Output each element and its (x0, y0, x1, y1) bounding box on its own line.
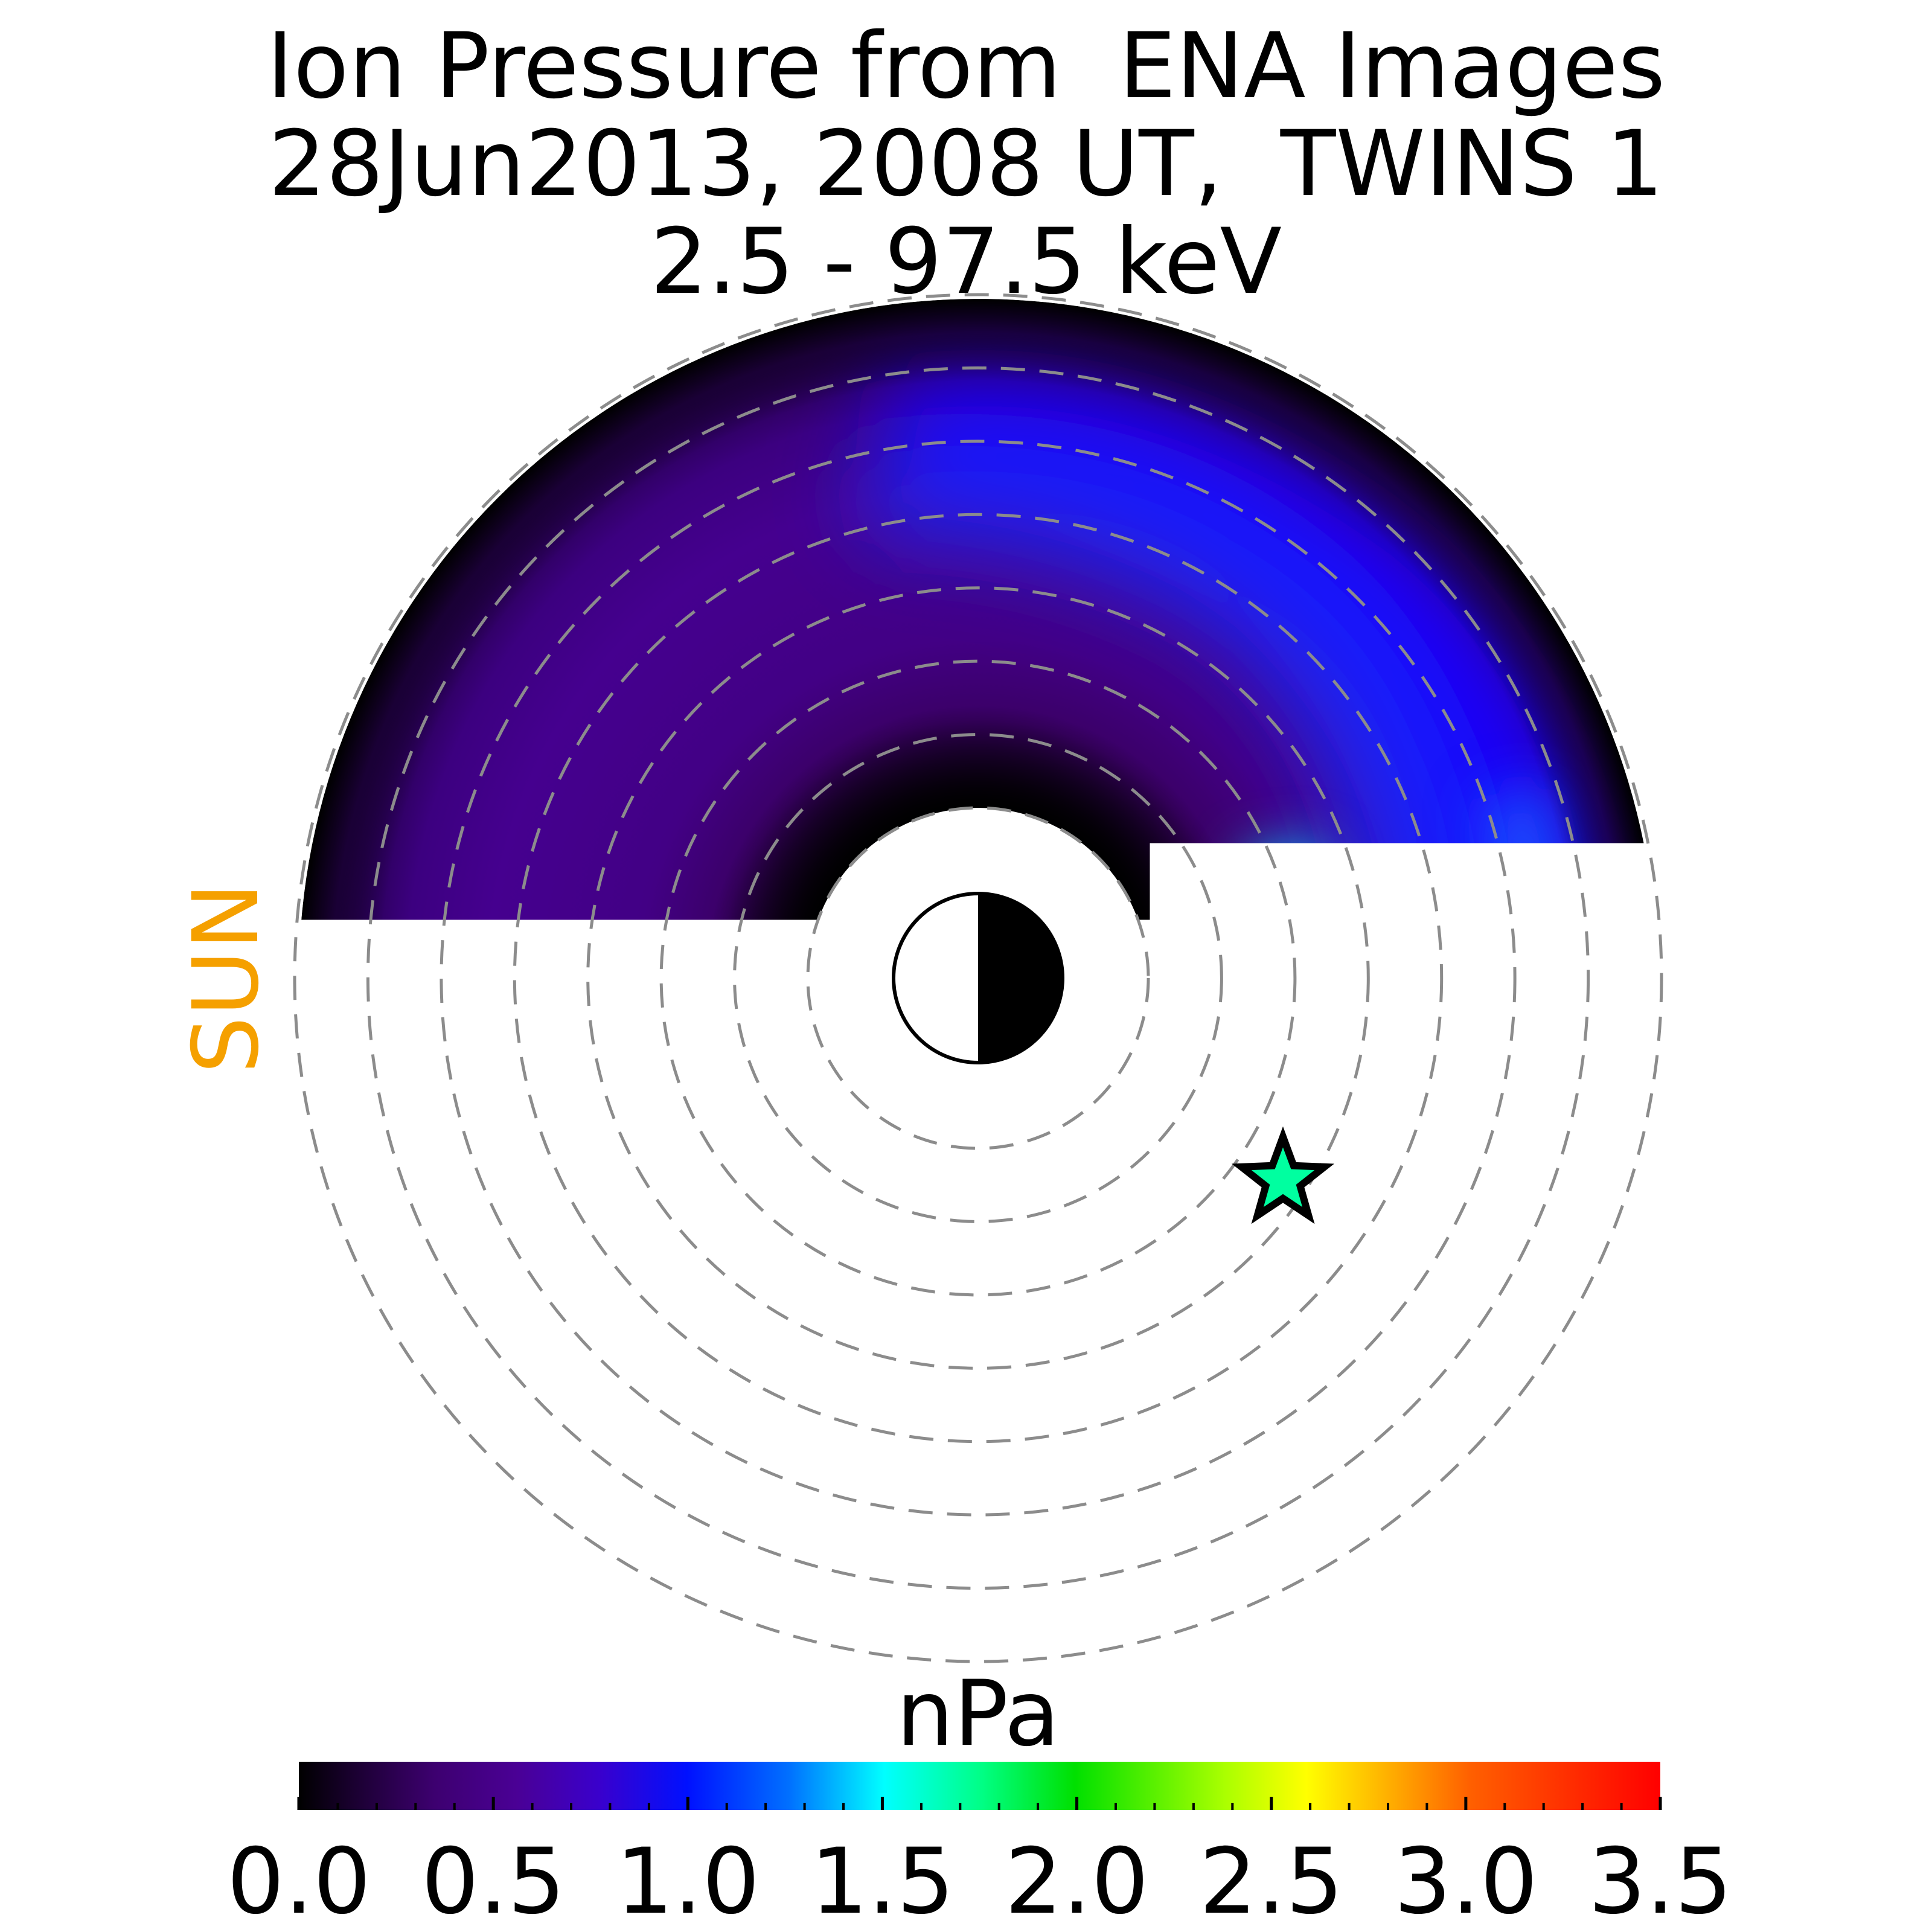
colorbar-tick-label: 3.5 (1588, 1829, 1733, 1932)
colorbar-tick-label: 2.5 (1199, 1829, 1343, 1932)
colorbar-tick-label: 0.0 (227, 1829, 371, 1932)
colorbar-tick-label: 1.5 (810, 1829, 955, 1932)
colorbar-label: nPa (897, 1662, 1060, 1767)
colorbar-tick-label: 2.0 (1005, 1829, 1149, 1932)
colorbar (299, 1762, 1660, 1810)
colorbar-tick-label: 3.0 (1394, 1829, 1538, 1932)
colorbar-ticks: 0.0 0.5 1.0 1.5 2.0 2.5 3.0 3.5 (227, 1797, 1733, 1932)
sun-label: SUN (174, 882, 279, 1073)
colorbar-tick-label: 0.5 (421, 1829, 566, 1932)
colorbar-tick-label: 1.0 (616, 1829, 760, 1932)
earth-icon (894, 894, 1063, 1063)
